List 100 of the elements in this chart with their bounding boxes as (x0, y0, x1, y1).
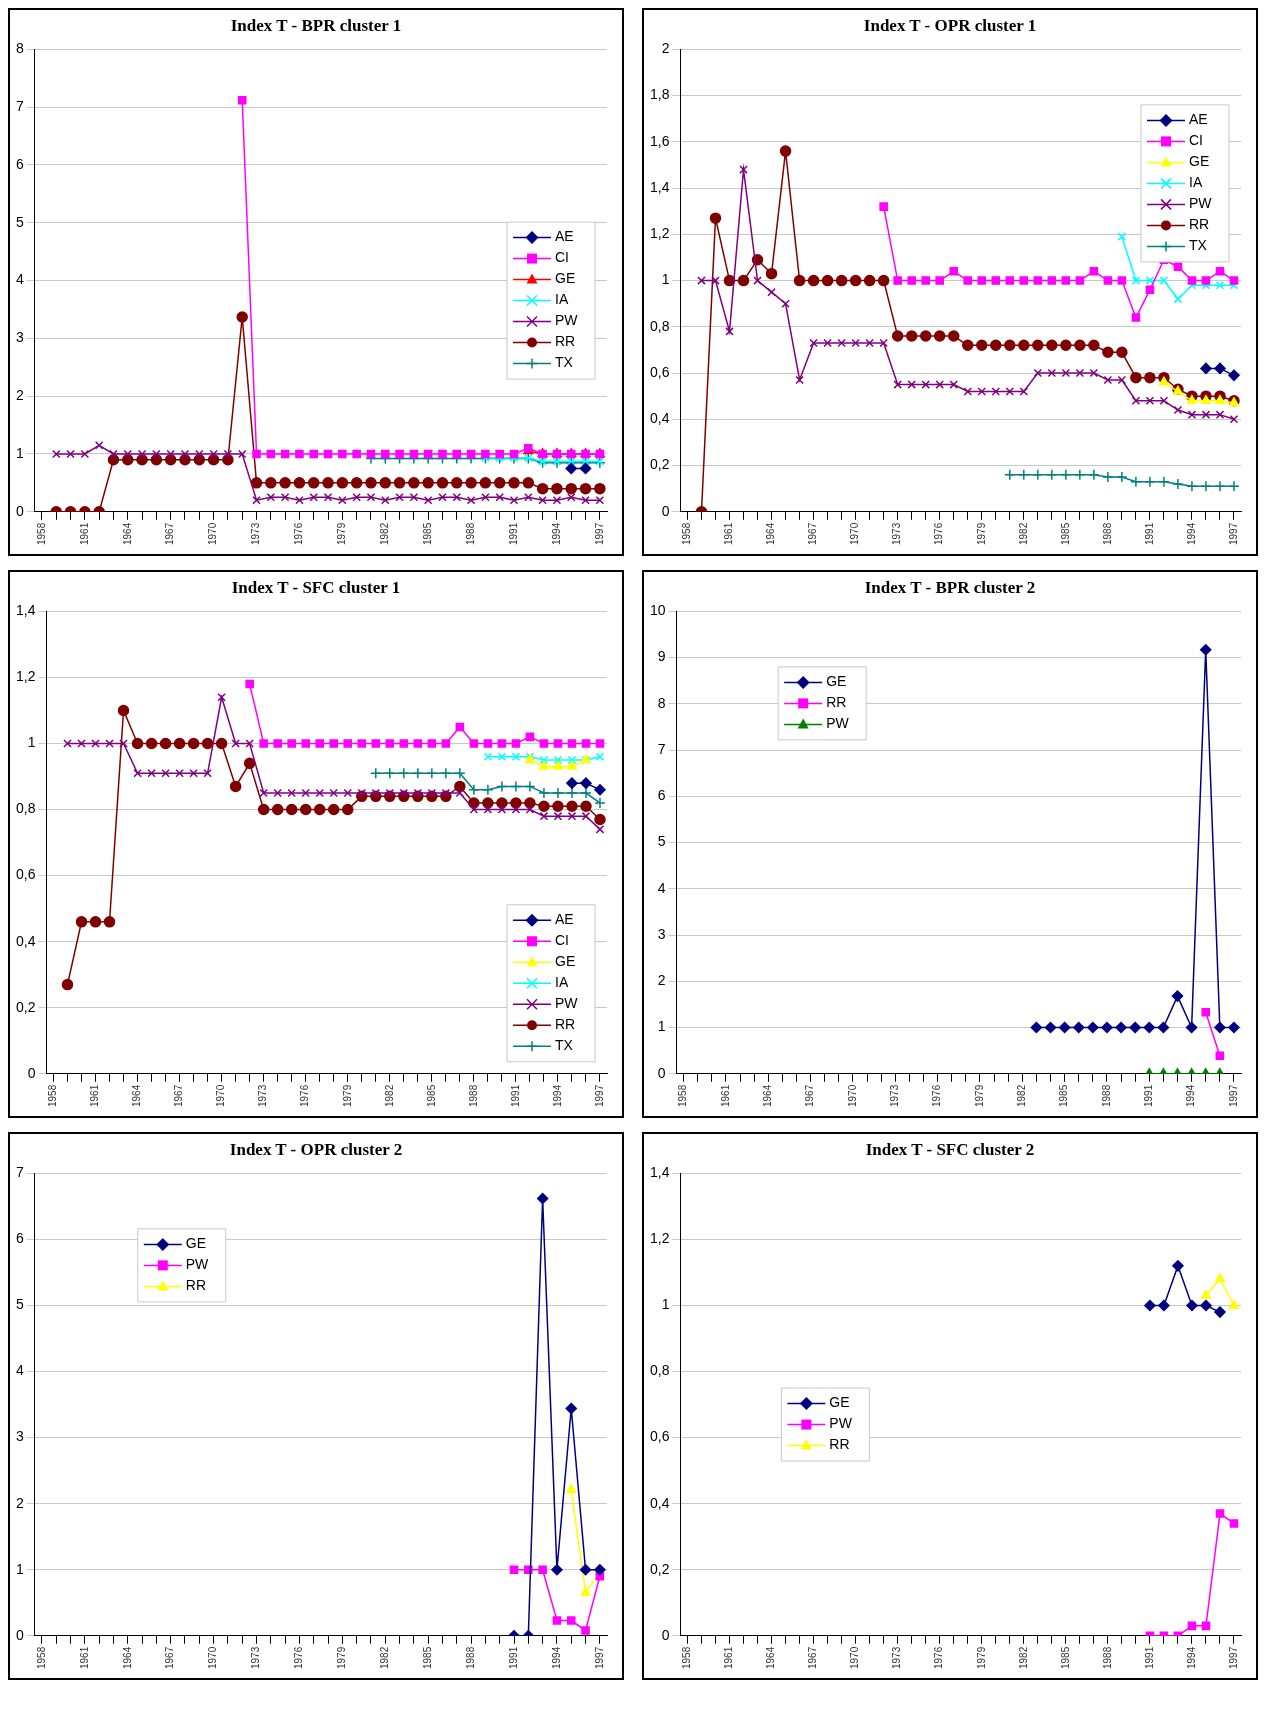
y-tick-label: 0,2 (649, 1560, 670, 1577)
x-tick-label: 1997 (1227, 1084, 1239, 1107)
x-tick-label: 1991 (1143, 1646, 1155, 1669)
legend-label: GE (1189, 153, 1210, 170)
x-tick-label: 1982 (1016, 1084, 1028, 1107)
y-tick-label: 5 (15, 213, 24, 230)
x-tick-label: 1970 (215, 1084, 227, 1107)
legend-label: TX (1189, 237, 1208, 254)
x-tick-label: 1961 (723, 1646, 735, 1669)
y-tick-label: 0,8 (649, 1362, 670, 1379)
x-tick-label: 1997 (593, 522, 605, 545)
y-tick-label: 1,2 (649, 1230, 670, 1247)
x-tick-label: 1961 (78, 522, 90, 545)
x-tick-label: 1967 (164, 522, 176, 545)
legend-label: PW (1189, 195, 1213, 212)
y-tick-label: 9 (657, 648, 666, 665)
y-tick-label: 6 (657, 787, 666, 804)
y-tick-label: 1,2 (15, 668, 36, 685)
x-tick-label: 1961 (723, 522, 735, 545)
y-tick-label: 5 (657, 833, 666, 850)
y-tick-label: 4 (15, 1362, 24, 1379)
y-tick-label: 2 (657, 972, 666, 989)
legend-label: GE (555, 953, 576, 970)
y-tick-label: 0 (661, 502, 670, 519)
x-tick-label: 1988 (1101, 1646, 1113, 1669)
legend-label: RR (185, 1277, 207, 1294)
x-tick-label: 1994 (550, 1646, 562, 1669)
x-tick-label: 1988 (1101, 522, 1113, 545)
y-tick-label: 6 (15, 1230, 24, 1247)
x-tick-label: 1964 (121, 1646, 133, 1669)
x-tick-label: 1985 (1059, 1646, 1071, 1669)
x-tick-label: 1958 (35, 522, 47, 545)
y-tick-label: 1 (27, 734, 36, 751)
x-tick-label: 1979 (336, 522, 348, 545)
y-tick-label: 0,6 (15, 866, 36, 883)
x-tick-label: 1985 (1059, 522, 1071, 545)
y-tick-label: 1,8 (649, 86, 670, 103)
x-tick-label: 1982 (379, 522, 391, 545)
x-tick-label: 1964 (131, 1084, 143, 1107)
legend-label: GE (555, 270, 576, 287)
x-tick-label: 1973 (889, 1084, 901, 1107)
legend-label: RR (1189, 216, 1210, 233)
x-tick-label: 1979 (341, 1084, 353, 1107)
y-tick-label: 0 (27, 1064, 36, 1081)
x-tick-label: 1958 (35, 1646, 47, 1669)
legend-label: IA (1189, 174, 1203, 191)
y-tick-label: 1 (661, 271, 670, 288)
chart-title: Index T - SFC cluster 2 (865, 1140, 1035, 1160)
y-tick-label: 8 (15, 40, 24, 57)
y-tick-label: 0 (661, 1626, 670, 1643)
x-tick-label: 1970 (207, 1646, 219, 1669)
x-tick-label: 1985 (421, 522, 433, 545)
x-tick-label: 1970 (849, 522, 861, 545)
y-tick-label: 7 (15, 1164, 24, 1181)
chart-title: Index T - BPR cluster 1 (230, 16, 402, 36)
x-tick-label: 1979 (973, 1084, 985, 1107)
x-tick-label: 1994 (550, 522, 562, 545)
x-tick-label: 1979 (975, 1646, 987, 1669)
x-tick-label: 1985 (425, 1084, 437, 1107)
x-tick-label: 1982 (1017, 1646, 1029, 1669)
x-tick-label: 1991 (1143, 522, 1155, 545)
x-tick-label: 1991 (507, 522, 519, 545)
y-tick-label: 1,4 (649, 178, 670, 195)
x-tick-label: 1982 (1017, 522, 1029, 545)
x-tick-label: 1976 (933, 522, 945, 545)
y-tick-label: 4 (15, 271, 24, 288)
x-tick-label: 1979 (336, 1646, 348, 1669)
x-tick-label: 1958 (677, 1084, 689, 1107)
x-tick-label: 1994 (1185, 1084, 1197, 1107)
y-tick-label: 6 (15, 155, 24, 172)
x-tick-label: 1988 (464, 1646, 476, 1669)
x-tick-label: 1967 (164, 1646, 176, 1669)
legend-label: GE (826, 673, 847, 690)
x-tick-label: 1961 (89, 1084, 101, 1107)
y-tick-label: 0,6 (649, 363, 670, 380)
y-tick-label: 0 (15, 1626, 24, 1643)
x-tick-label: 1973 (257, 1084, 269, 1107)
y-tick-label: 3 (15, 329, 24, 346)
x-tick-label: 1973 (891, 1646, 903, 1669)
x-tick-label: 1976 (933, 1646, 945, 1669)
x-tick-label: 1979 (975, 522, 987, 545)
legend-label: TX (555, 1037, 574, 1054)
x-tick-label: 1967 (804, 1084, 816, 1107)
y-tick-label: 7 (15, 98, 24, 115)
legend-label: GE (185, 1235, 207, 1252)
legend-label: GE (829, 1394, 850, 1411)
x-tick-label: 1961 (719, 1084, 731, 1107)
legend-label: RR (829, 1436, 850, 1453)
chart-title: Index T - SFC cluster 1 (231, 578, 401, 598)
y-tick-label: 0,4 (649, 1494, 670, 1511)
legend-label: AE (555, 228, 574, 245)
y-tick-label: 0 (657, 1064, 666, 1081)
x-tick-label: 1997 (1227, 1646, 1239, 1669)
y-tick-label: 0,2 (649, 456, 670, 473)
x-tick-label: 1970 (849, 1646, 861, 1669)
x-tick-label: 1994 (1185, 522, 1197, 545)
y-tick-label: 2 (15, 1494, 24, 1511)
legend-label: CI (1189, 132, 1203, 149)
x-tick-label: 1991 (1143, 1084, 1155, 1107)
x-tick-label: 1976 (931, 1084, 943, 1107)
